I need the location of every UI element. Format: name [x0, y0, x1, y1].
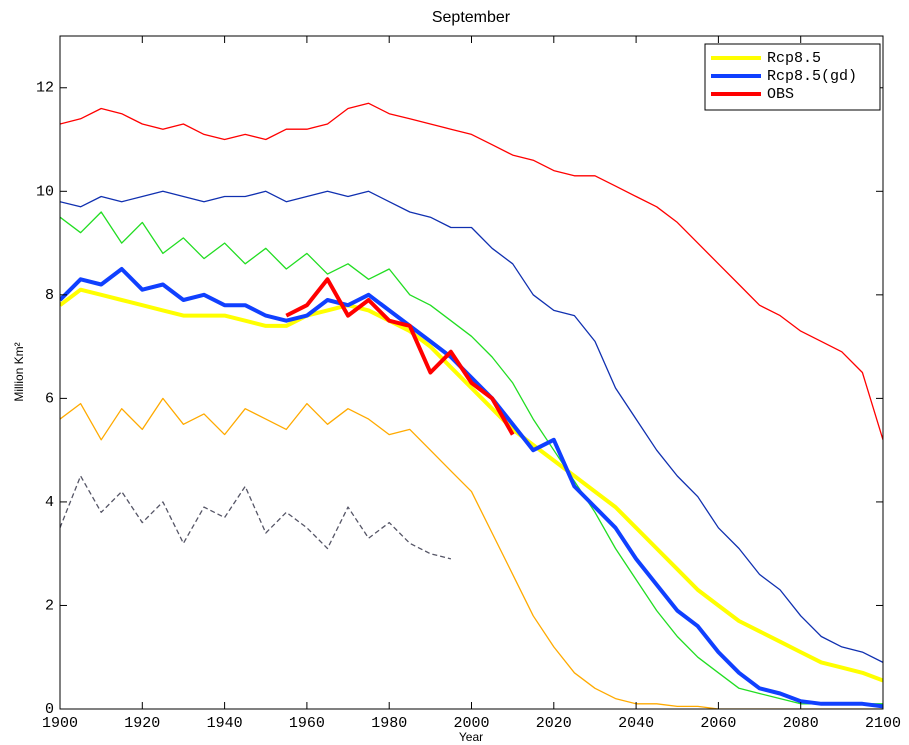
y-tick-label: 8 — [45, 287, 54, 304]
plot-frame — [59, 35, 884, 710]
legend-label: Rcp8.5(gd) — [767, 68, 857, 85]
x-tick-label: 2060 — [700, 715, 736, 732]
x-tick-label: 1940 — [207, 715, 243, 732]
y-tick-label: 4 — [45, 494, 54, 511]
series-line — [60, 287, 883, 683]
y-tick-label: 12 — [36, 80, 54, 97]
y-tick-label: 6 — [45, 390, 54, 407]
legend-label: OBS — [767, 86, 794, 103]
series-line — [60, 397, 883, 709]
x-tick-label: 1960 — [289, 715, 325, 732]
x-tick-label: 1980 — [371, 715, 407, 732]
x-tick-label: 2020 — [536, 715, 572, 732]
x-tick-label: 2040 — [618, 715, 654, 732]
y-axis-label: Million Km² — [12, 342, 26, 401]
x-tick-label: 1900 — [42, 715, 78, 732]
y-tick-label: 2 — [45, 597, 54, 614]
x-tick-label: 2080 — [783, 715, 819, 732]
series-line — [60, 211, 883, 705]
series-line — [60, 475, 452, 560]
chart-title: September — [432, 9, 511, 26]
series-line — [285, 277, 515, 436]
series-line — [60, 102, 883, 440]
x-axis-label: Year — [459, 730, 483, 744]
legend-label: Rcp8.5 — [767, 50, 821, 67]
plot-area — [60, 102, 883, 709]
x-tick-label: 2000 — [453, 715, 489, 732]
y-tick-label: 0 — [45, 701, 54, 718]
x-tick-label: 2100 — [865, 715, 901, 732]
x-tick-label: 1920 — [124, 715, 160, 732]
series-line — [60, 190, 883, 663]
y-tick-label: 10 — [36, 183, 54, 200]
series-line — [60, 267, 883, 709]
